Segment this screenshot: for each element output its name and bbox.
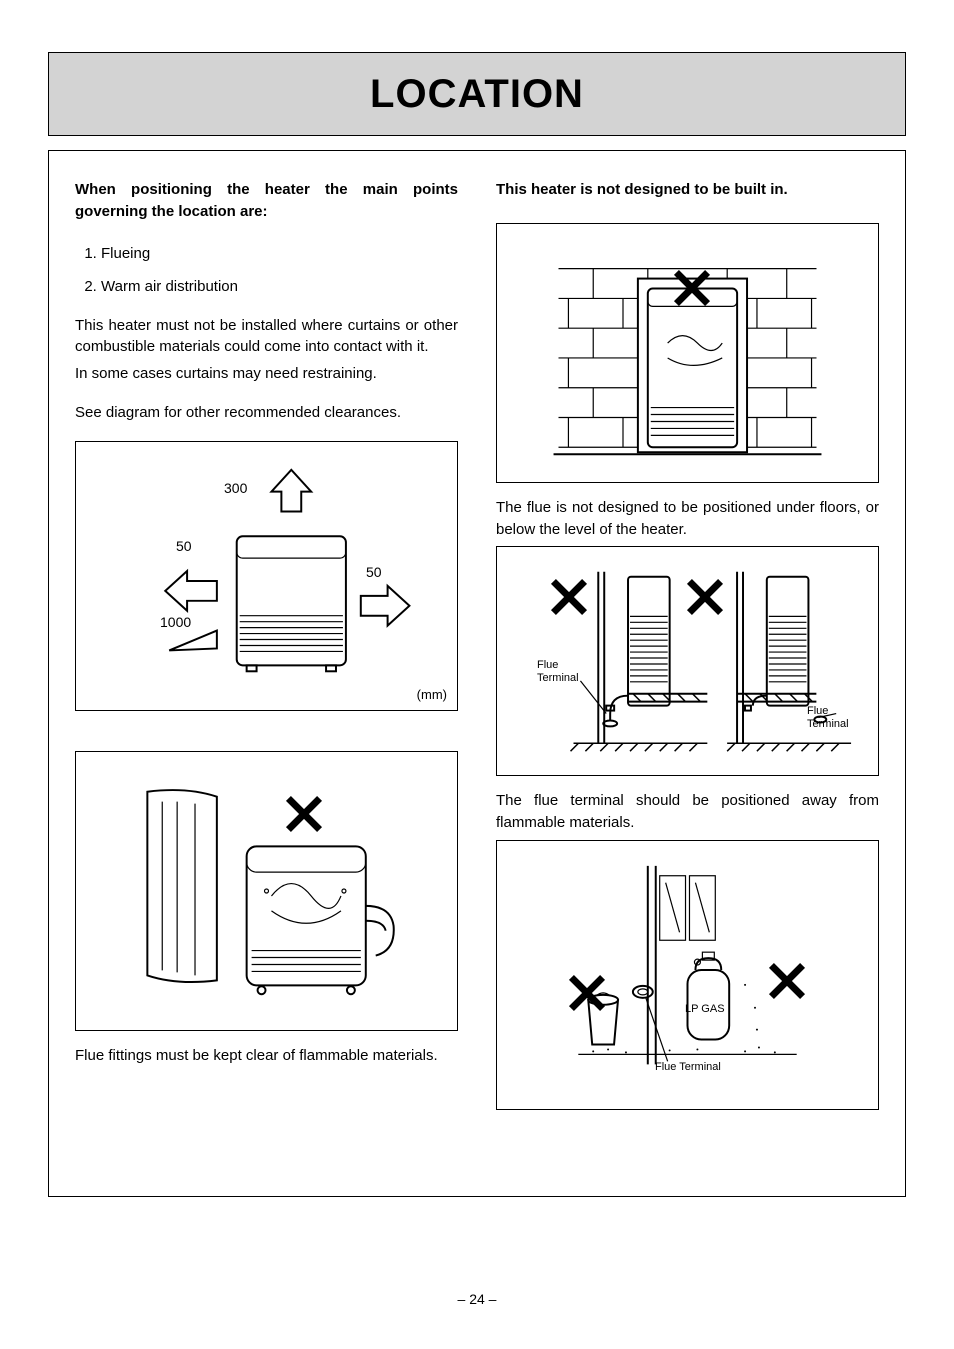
page-number: – 24 – xyxy=(0,1291,954,1307)
flue-terminal-label: Flue Terminal xyxy=(655,1061,721,1074)
dim-right: 50 xyxy=(366,564,382,580)
body-text: This heater must not be installed where … xyxy=(75,315,458,357)
body-text: In some cases curtains may need restrain… xyxy=(75,363,458,384)
list-item: Warm air distribution xyxy=(101,278,458,295)
clearance-diagram xyxy=(76,442,457,710)
figure-lpgas: LP GAS Flue Terminal xyxy=(496,840,879,1110)
body-text: The flue is not designed to be positione… xyxy=(496,497,879,541)
right-intro: This heater is not designed to be built … xyxy=(496,179,879,201)
cross-icon xyxy=(672,268,712,308)
builtin-diagram xyxy=(497,224,878,482)
unit-label: (mm) xyxy=(417,687,447,702)
dim-top: 300 xyxy=(224,480,247,496)
page-title: LOCATION xyxy=(370,72,584,117)
curtain-diagram xyxy=(76,752,457,1030)
governing-list: Flueing Warm air distribution xyxy=(75,245,458,295)
page: LOCATION When positioning the heater the… xyxy=(0,0,954,1349)
flue-terminal-label: Flue Terminal xyxy=(537,659,579,684)
title-banner: LOCATION xyxy=(48,52,906,136)
dim-left-bottom: 1000 xyxy=(160,614,191,630)
cross-icon xyxy=(549,577,589,617)
figure-flue-floor: Flue Terminal Flue Terminal xyxy=(496,546,879,776)
content-frame: When positioning the heater the main poi… xyxy=(48,150,906,1197)
lpgas-label: LP GAS xyxy=(685,1003,725,1016)
columns: When positioning the heater the main poi… xyxy=(75,179,879,1110)
list-item: Flueing xyxy=(101,245,458,262)
cross-icon xyxy=(767,961,807,1001)
caption-text: Flue fittings must be kept clear of flam… xyxy=(75,1045,458,1067)
body-text: See diagram for other recommended cleara… xyxy=(75,402,458,423)
left-column: When positioning the heater the main poi… xyxy=(75,179,458,1110)
dim-left-top: 50 xyxy=(176,538,192,554)
left-intro: When positioning the heater the main poi… xyxy=(75,179,458,223)
figure-clearances: 300 50 50 1000 (mm) xyxy=(75,441,458,711)
body-text: The flue terminal should be positioned a… xyxy=(496,790,879,834)
figure-curtain xyxy=(75,751,458,1031)
cross-icon xyxy=(685,577,725,617)
figure-builtin xyxy=(496,223,879,483)
flue-terminal-label: Flue Terminal xyxy=(807,705,849,730)
cross-icon xyxy=(284,794,324,834)
cross-icon xyxy=(567,973,607,1013)
right-column: This heater is not designed to be built … xyxy=(496,179,879,1110)
warning-block: This heater must not be installed where … xyxy=(75,315,458,384)
